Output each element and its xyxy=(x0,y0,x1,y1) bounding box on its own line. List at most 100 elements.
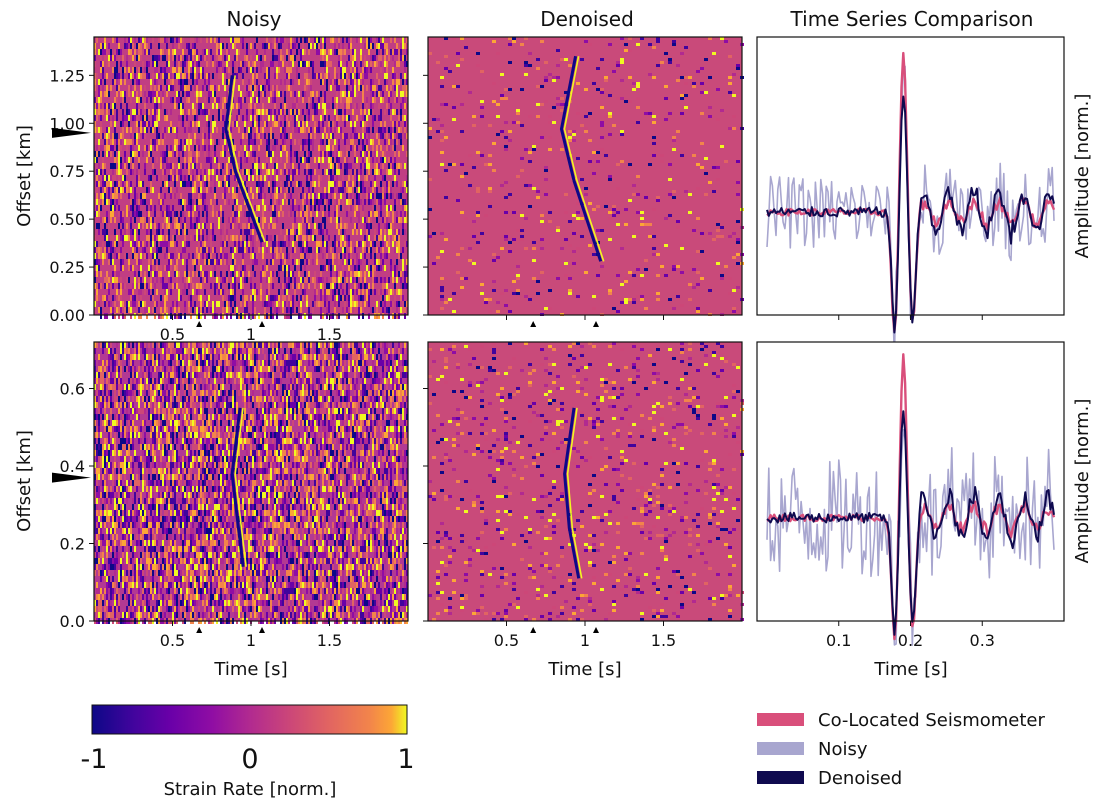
noise-cell xyxy=(508,130,512,133)
noise-cell xyxy=(364,61,366,67)
noise-cell xyxy=(256,67,258,73)
noise-cell xyxy=(116,133,118,139)
noise-cell xyxy=(130,217,132,223)
noise-cell xyxy=(116,109,118,115)
noise-cell xyxy=(378,43,380,49)
noise-cell xyxy=(272,295,274,301)
noise-cell xyxy=(250,67,252,73)
noise-cell xyxy=(270,169,272,175)
noise-cell xyxy=(204,151,206,157)
noise-cell xyxy=(380,193,382,199)
noise-cell xyxy=(356,145,358,151)
noise-cell xyxy=(140,241,142,247)
noise-cell xyxy=(340,342,342,348)
noise-cell xyxy=(376,193,378,199)
noise-cell xyxy=(348,97,350,103)
noise-cell xyxy=(428,127,432,130)
noise-cell xyxy=(252,139,254,145)
noise-cell xyxy=(334,169,336,175)
noise-cell xyxy=(300,277,302,283)
noise-cell xyxy=(174,283,176,289)
noise-cell xyxy=(168,342,170,348)
noise-cell xyxy=(114,121,116,127)
noise-cell xyxy=(336,115,338,121)
noise-cell xyxy=(572,232,576,235)
noise-cell xyxy=(104,133,106,139)
noise-cell xyxy=(386,277,388,283)
noise-cell xyxy=(196,151,198,157)
noise-cell xyxy=(452,85,456,88)
noise-cell xyxy=(232,342,234,348)
noise-cell xyxy=(390,163,392,169)
noise-cell xyxy=(178,145,180,151)
noise-cell xyxy=(232,348,234,354)
noise-cell xyxy=(278,211,280,217)
noise-cell xyxy=(380,199,382,205)
noise-cell xyxy=(372,115,374,121)
noise-cell xyxy=(166,211,168,217)
noise-cell xyxy=(130,157,132,163)
noise-cell xyxy=(208,79,210,85)
noise-cell xyxy=(298,109,300,115)
noise-cell xyxy=(162,354,164,360)
noise-cell xyxy=(536,103,540,106)
noise-cell xyxy=(370,348,372,354)
noise-cell xyxy=(104,103,106,109)
noise-cell xyxy=(504,88,508,91)
noise-cell xyxy=(720,277,724,280)
noise-cell xyxy=(190,223,192,229)
noise-cell xyxy=(268,295,270,301)
noise-cell xyxy=(116,187,118,193)
noise-cell xyxy=(198,259,200,265)
noise-cell xyxy=(352,265,354,271)
noise-cell xyxy=(306,139,308,145)
noise-cell xyxy=(126,301,128,307)
noise-cell xyxy=(166,145,168,151)
noise-cell xyxy=(242,342,244,348)
noise-cell xyxy=(300,187,302,193)
noise-cell xyxy=(310,43,312,49)
noise-cell xyxy=(190,295,192,301)
noise-cell xyxy=(108,283,110,289)
noise-cell xyxy=(388,253,390,259)
noise-cell xyxy=(298,193,300,199)
noise-cell xyxy=(668,61,672,64)
noise-cell xyxy=(260,163,262,169)
noise-cell xyxy=(206,217,208,223)
noise-cell xyxy=(448,163,452,166)
noise-cell xyxy=(342,205,344,211)
noise-cell xyxy=(328,259,330,265)
noise-cell xyxy=(214,271,216,277)
noise-cell xyxy=(300,121,302,127)
noise-cell xyxy=(330,79,332,85)
noise-cell xyxy=(640,274,644,277)
noise-cell xyxy=(100,67,102,73)
noise-cell xyxy=(176,151,178,157)
noise-cell xyxy=(152,307,154,313)
noise-cell xyxy=(114,73,116,79)
noise-cell xyxy=(292,259,294,265)
noise-cell xyxy=(206,253,208,259)
noise-cell xyxy=(116,169,118,175)
noise-cell xyxy=(300,295,302,301)
noise-cell xyxy=(584,271,588,274)
noise-cell xyxy=(390,265,392,271)
noise-cell xyxy=(240,37,242,43)
noise-cell xyxy=(196,205,198,211)
noise-cell xyxy=(406,133,408,139)
noise-cell xyxy=(632,235,636,238)
noise-cell xyxy=(214,265,216,271)
noise-cell xyxy=(380,241,382,247)
noise-cell xyxy=(240,229,242,235)
noise-cell xyxy=(176,241,178,247)
noise-cell xyxy=(278,199,280,205)
noise-cell xyxy=(600,88,604,91)
noise-cell xyxy=(668,298,672,301)
noise-cell xyxy=(340,79,342,85)
noise-cell xyxy=(352,55,354,61)
noise-cell xyxy=(372,127,374,133)
noise-cell xyxy=(106,151,108,157)
noise-cell xyxy=(226,289,228,295)
noise-cell xyxy=(676,220,680,223)
noise-cell xyxy=(116,139,118,145)
